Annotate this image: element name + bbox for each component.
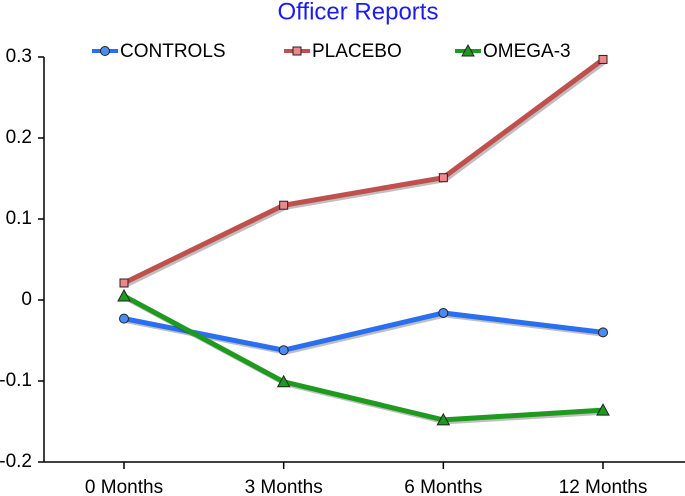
legend-item: PLACEBO [284, 41, 402, 62]
marker [278, 345, 289, 356]
marker [438, 173, 448, 183]
marker [598, 327, 609, 338]
marker [119, 313, 129, 324]
marker [436, 412, 451, 426]
legend-label: PLACEBO [312, 41, 402, 62]
x-tick-label: 3 Months [245, 477, 323, 496]
marker [279, 200, 289, 210]
y-tick-label: 0.3 [6, 46, 32, 67]
marker [117, 288, 131, 302]
y-tick-label: -0.2 [0, 451, 32, 472]
marker [276, 374, 291, 388]
x-tick-label: 6 Months [404, 477, 482, 496]
line-shadow [124, 59, 607, 288]
marker [292, 46, 302, 56]
marker [598, 54, 608, 64]
marker [119, 278, 129, 288]
chart-title: Officer Reports [278, 0, 439, 25]
y-tick-label: 0.1 [6, 208, 32, 229]
y-tick-label: 0.2 [6, 127, 32, 148]
marker [461, 43, 475, 57]
series-line [123, 310, 604, 353]
legend-label: CONTROLS [120, 41, 226, 62]
legend-label: OMEGA-3 [483, 41, 571, 62]
x-tick-label: 12 Months [559, 477, 648, 496]
legend-item: OMEGA-3 [455, 41, 571, 62]
y-tick-label: 0 [21, 289, 32, 310]
series-line [122, 293, 604, 423]
marker [100, 46, 110, 56]
marker [596, 403, 610, 416]
series-line [122, 57, 605, 286]
marker [438, 307, 449, 318]
x-tick-label: 0 Months [85, 477, 163, 496]
y-tick-label: -0.1 [0, 370, 32, 391]
legend-item: CONTROLS [92, 41, 226, 62]
